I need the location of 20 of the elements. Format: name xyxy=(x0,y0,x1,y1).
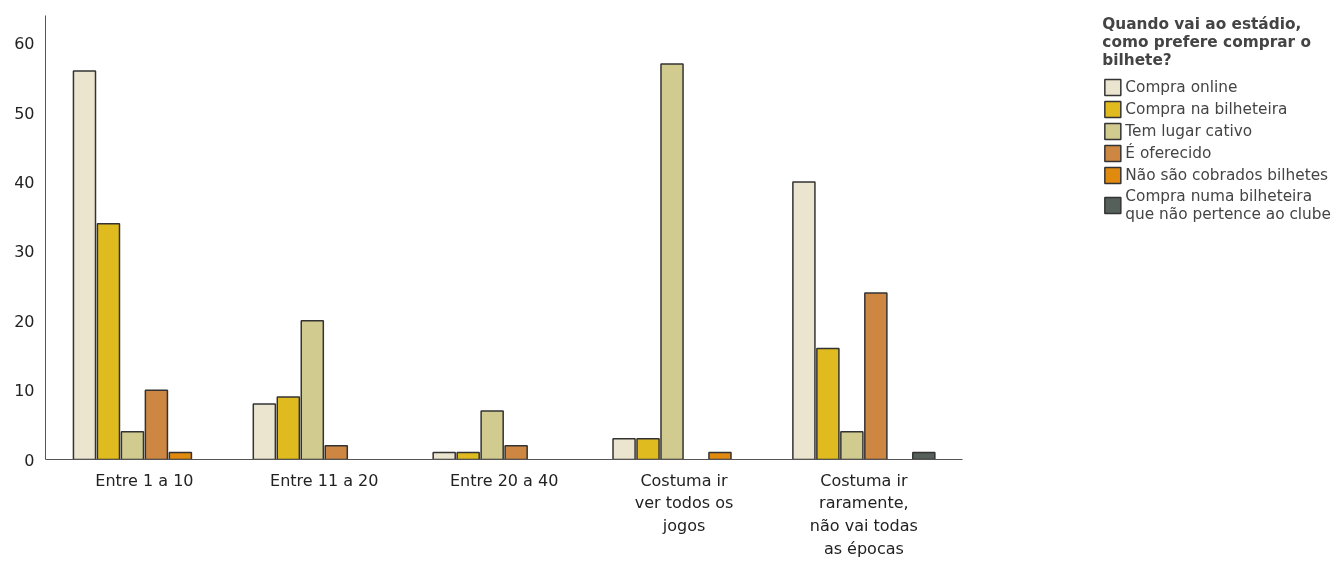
x-tick-label: Costuma ir raramente, não vai todas as épocas xyxy=(809,470,918,558)
x-tick-label: Costuma ir ver todos os jogos xyxy=(634,470,734,536)
legend-label: É oferecido xyxy=(1125,144,1212,162)
bar xyxy=(708,451,732,460)
legend-label: Compra online xyxy=(1125,78,1238,96)
y-tick-label: 30 xyxy=(14,242,35,262)
legend-label: Compra na bilheteira xyxy=(1125,100,1288,118)
legend-title: Quando vai ao estádio, como prefere comprar o bilhete? xyxy=(1102,15,1312,69)
y-tick-label: 0 xyxy=(24,450,35,470)
y-tick-label: 20 xyxy=(14,311,35,331)
legend-label: Compra numa bilheteira que não pertence ao clube xyxy=(1125,187,1331,223)
x-tick-label: Entre 11 a 20 xyxy=(270,470,379,490)
y-tick-label: 40 xyxy=(14,173,35,192)
y-tick-label: 60 xyxy=(14,34,35,54)
legend-label: Não são cobrados bilhetes xyxy=(1125,166,1329,184)
y-tick-label: 50 xyxy=(14,103,35,123)
x-tick-label: Entre 20 a 40 xyxy=(449,470,559,490)
y-tick-label: 10 xyxy=(14,381,35,401)
x-tick-label: Entre 1 a 10 xyxy=(95,470,194,490)
legend-label: Tem lugar cativo xyxy=(1125,122,1253,140)
